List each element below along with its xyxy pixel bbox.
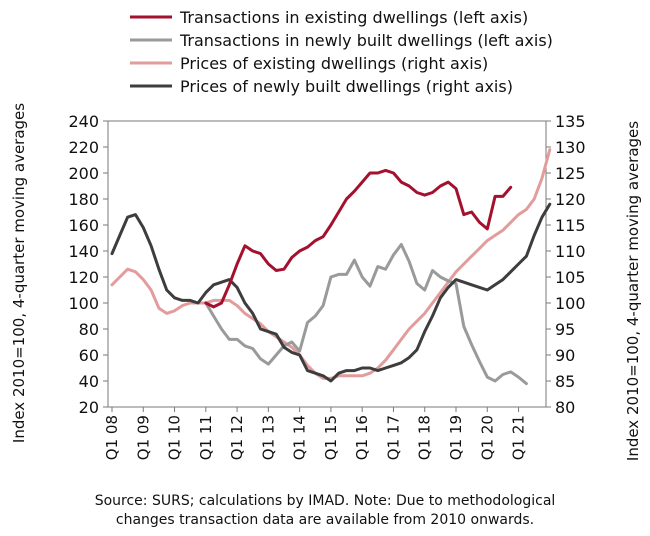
right-tick-label: 85 (555, 372, 575, 391)
left-axis-title: Index 2010=100, 4-quarter moving average… (10, 103, 28, 443)
series-line (204, 243, 528, 386)
series-lines (110, 148, 552, 386)
right-tick-label: 105 (555, 268, 586, 287)
right-tick-label: 125 (555, 164, 586, 183)
right-tick-label: 95 (555, 320, 575, 339)
x-axis: Q1 08 Q1 09 Q1 10 Q1 11 Q1 12 Q1 13 Q1 14 Q1 15… (103, 407, 528, 460)
note-line-1: Source: SURS; calculations by IMAD. Note… (95, 493, 556, 509)
left-tick-label: 40 (79, 372, 99, 391)
right-tick-label: 115 (555, 216, 586, 235)
right-tick-label: 80 (555, 398, 575, 417)
left-tick-label: 80 (79, 320, 99, 339)
left-tick-label: 100 (68, 294, 99, 313)
left-tick-label: 220 (68, 138, 99, 157)
x-tick-label: Q1 12 (228, 415, 246, 460)
right-tick-label: 100 (555, 294, 586, 313)
right-axis-title: Index 2010=100, 4-quarter moving average… (624, 121, 642, 461)
right-axis: 80 85 90 95 100 105 110 115 120 125 130 135 (546, 112, 586, 417)
series-line (110, 148, 552, 380)
x-tick-label: Q1 17 (384, 415, 402, 460)
left-tick-label: 200 (68, 164, 99, 183)
series-line (204, 168, 513, 309)
x-tick-label: Q1 13 (259, 415, 277, 460)
x-tick-label: Q1 11 (197, 415, 215, 460)
x-tick-label: Q1 15 (322, 415, 340, 460)
note-line-2: changes transaction data are available f… (116, 512, 534, 528)
x-tick-label: Q1 21 (510, 415, 528, 460)
x-tick-label: Q1 16 (353, 415, 371, 460)
left-tick-label: 60 (79, 346, 99, 365)
x-tick-label: Q1 20 (478, 415, 496, 460)
left-tick-label: 180 (68, 190, 99, 209)
legend-label: Transactions in existing dwellings (left… (179, 8, 528, 27)
x-tick-label: Q1 08 (103, 415, 121, 460)
right-tick-label: 120 (555, 190, 586, 209)
legend: Transactions in existing dwellings (left… (130, 8, 553, 96)
plot-area (107, 120, 547, 408)
right-tick-label: 130 (555, 138, 586, 157)
left-tick-label: 20 (79, 398, 99, 417)
right-tick-label: 110 (555, 242, 586, 261)
x-tick-label: Q1 10 (166, 415, 184, 460)
left-tick-label: 160 (68, 216, 99, 235)
legend-label: Prices of existing dwellings (right axis… (180, 54, 488, 73)
x-tick-label: Q1 14 (291, 415, 309, 460)
right-tick-label: 135 (555, 112, 586, 131)
series-line (110, 202, 552, 383)
left-tick-label: 140 (68, 242, 99, 261)
x-tick-label: Q1 09 (134, 415, 152, 460)
left-tick-label: 120 (68, 268, 99, 287)
left-axis: 20 40 60 80 100 120 140 160 180 200 220 240 (68, 112, 108, 417)
x-tick-label: Q1 19 (447, 415, 465, 460)
left-tick-label: 240 (68, 112, 99, 131)
x-tick-label: Q1 18 (416, 415, 434, 460)
legend-label: Transactions in newly built dwellings (l… (179, 31, 553, 50)
right-tick-label: 90 (555, 346, 575, 365)
legend-label: Prices of newly built dwellings (right a… (180, 77, 513, 96)
